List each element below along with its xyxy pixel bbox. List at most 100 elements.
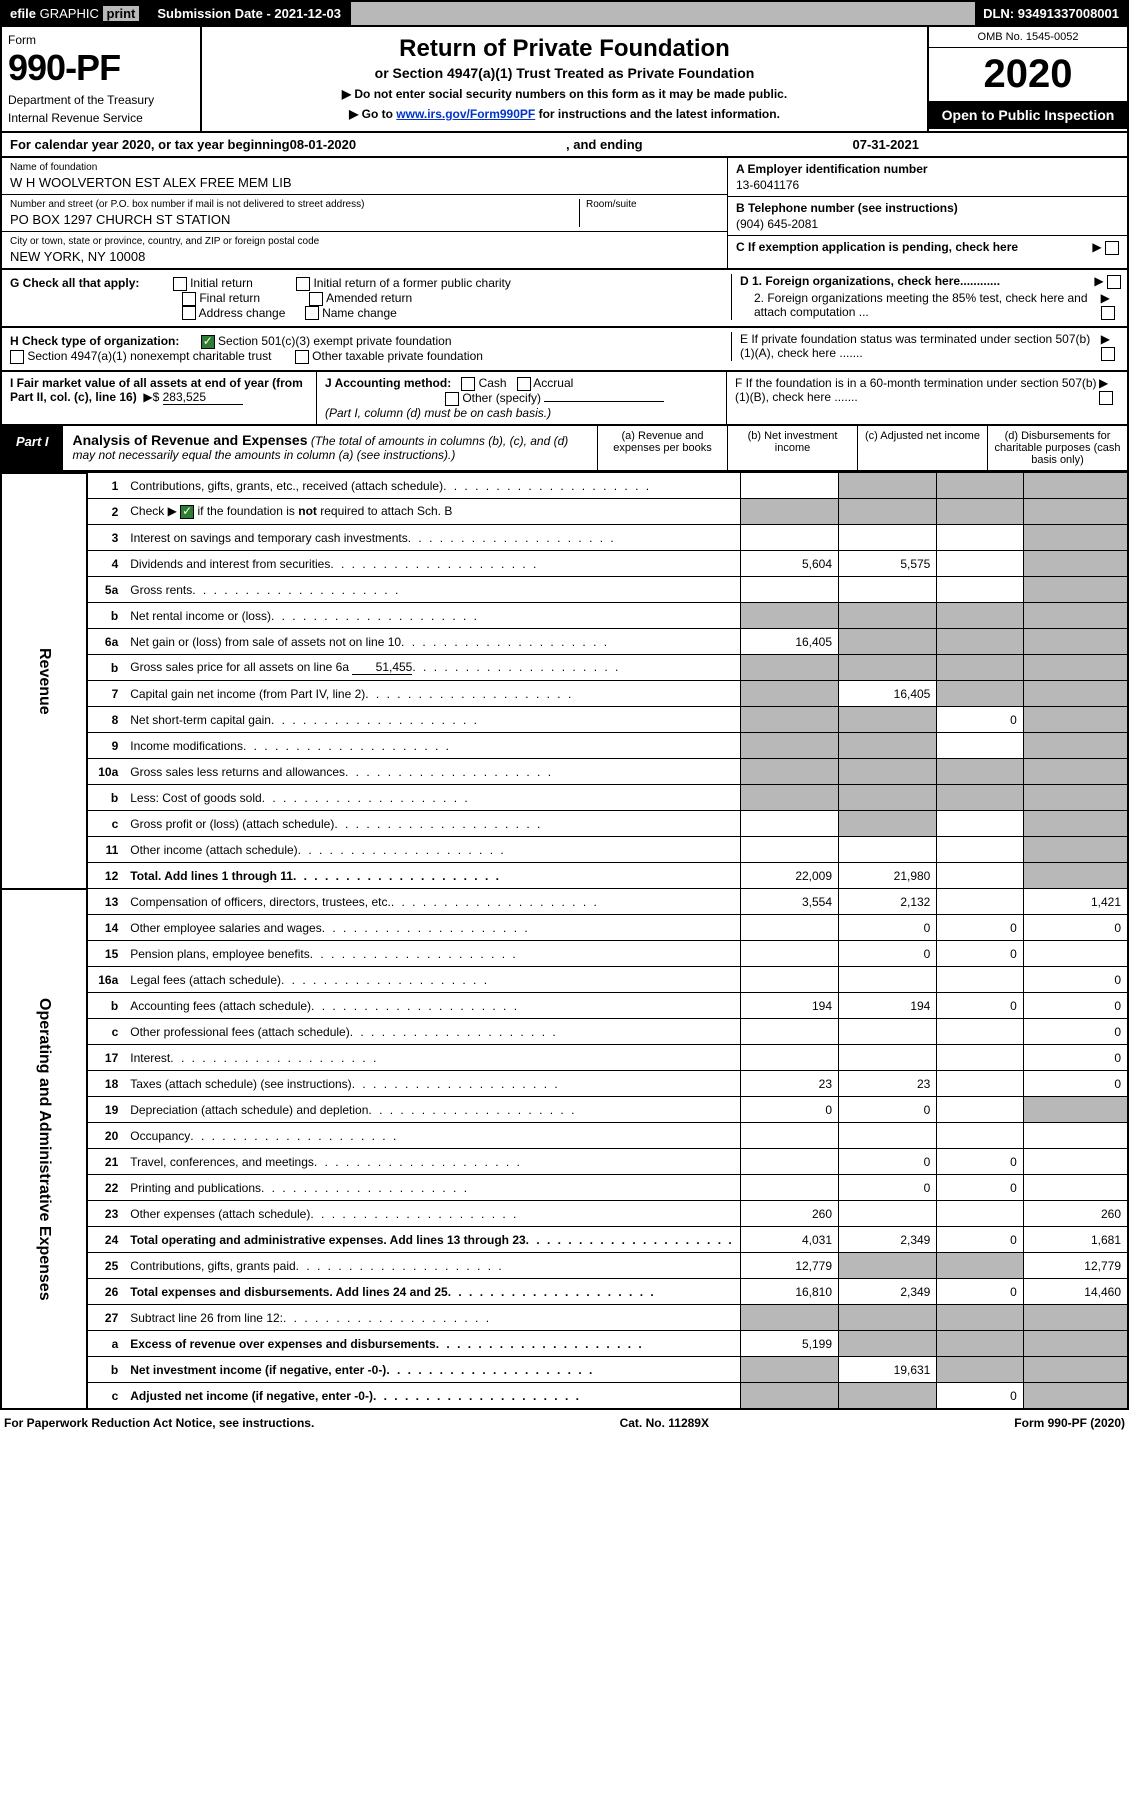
line-number: 26 [87,1279,124,1305]
line-number: 21 [87,1149,124,1175]
table-row: bNet investment income (if negative, ent… [1,1357,1128,1383]
cell-a [740,837,838,863]
line-label: Interest . . . . . . . . . . . . . . . .… [124,1045,740,1071]
line-label: Contributions, gifts, grants, etc., rece… [124,473,740,499]
line-number: 1 [87,473,124,499]
amended-return-checkbox[interactable] [309,292,323,306]
line-label: Depreciation (attach schedule) and deple… [124,1097,740,1123]
final-return-checkbox[interactable] [182,292,196,306]
paperwork-notice: For Paperwork Reduction Act Notice, see … [4,1416,314,1430]
initial-return-checkbox[interactable] [173,277,187,291]
table-row: 25Contributions, gifts, grants paid . . … [1,1253,1128,1279]
line-number: b [87,655,124,681]
table-row: 23Other expenses (attach schedule) . . .… [1,1201,1128,1227]
table-row: cOther professional fees (attach schedul… [1,1019,1128,1045]
cell-a [740,577,838,603]
table-row: bNet rental income or (loss) . . . . . .… [1,603,1128,629]
line-label: Contributions, gifts, grants paid . . . … [124,1253,740,1279]
line-label: Other professional fees (attach schedule… [124,1019,740,1045]
line-label: Total expenses and disbursements. Add li… [124,1279,740,1305]
room-label: Room/suite [586,199,719,210]
line-label: Excess of revenue over expenses and disb… [124,1331,740,1357]
section-g: G Check all that apply: Initial return I… [0,270,1129,328]
other-taxable-checkbox[interactable] [295,350,309,364]
line-number: 20 [87,1123,124,1149]
line-label: Gross sales price for all assets on line… [124,655,740,681]
cell-d [1023,1331,1128,1357]
cell-c [937,525,1024,551]
line-number: 9 [87,733,124,759]
accrual-method-checkbox[interactable] [517,377,531,391]
name-change-checkbox[interactable] [305,306,319,320]
col-b-header: (b) Net investment income [727,426,857,470]
line-number: 15 [87,941,124,967]
line-number: 13 [87,889,124,915]
cell-b [839,603,937,629]
501c3-checkbox[interactable] [201,335,215,349]
cell-a [740,473,838,499]
line-label: Taxes (attach schedule) (see instruction… [124,1071,740,1097]
line-number: c [87,1383,124,1409]
line-label: Interest on savings and temporary cash i… [124,525,740,551]
cell-a [740,1019,838,1045]
cell-d: 1,421 [1023,889,1128,915]
table-row: 14Other employee salaries and wages . . … [1,915,1128,941]
cash-method-checkbox[interactable] [461,377,475,391]
table-row: 4Dividends and interest from securities … [1,551,1128,577]
cell-b: 0 [839,1175,937,1201]
status-terminated-checkbox[interactable] [1101,347,1115,361]
cell-b: 0 [839,1149,937,1175]
cell-b [839,1305,937,1331]
line-label: Other employee salaries and wages . . . … [124,915,740,941]
cell-a: 0 [740,1097,838,1123]
60-month-termination-checkbox[interactable] [1099,391,1113,405]
former-public-charity-checkbox[interactable] [296,277,310,291]
cell-b [839,525,937,551]
cell-c [937,473,1024,499]
other-method-checkbox[interactable] [445,392,459,406]
cell-a [740,941,838,967]
cell-c: 0 [937,1227,1024,1253]
cell-d [1023,863,1128,889]
sch-b-checkbox[interactable] [180,505,194,519]
form990pf-link[interactable]: www.irs.gov/Form990PF [396,107,535,121]
table-row: 18Taxes (attach schedule) (see instructi… [1,1071,1128,1097]
cell-b [839,1253,937,1279]
cell-d [1023,1357,1128,1383]
cell-a [740,1305,838,1331]
cell-c [937,1123,1024,1149]
address: PO BOX 1297 CHURCH ST STATION [10,212,579,227]
cell-c [937,1019,1024,1045]
cell-d [1023,551,1128,577]
line-number: 6a [87,629,124,655]
city-label: City or town, state or province, country… [10,236,719,247]
cell-d [1023,785,1128,811]
cell-d: 0 [1023,1045,1128,1071]
line-label: Less: Cost of goods sold . . . . . . . .… [124,785,740,811]
cell-c [937,1071,1024,1097]
cell-b [839,785,937,811]
4947a1-checkbox[interactable] [10,350,24,364]
cell-a [740,915,838,941]
cell-c: 0 [937,707,1024,733]
exemption-pending-checkbox[interactable] [1105,241,1119,255]
dept-treasury: Department of the Treasury [8,93,194,107]
dept-irs: Internal Revenue Service [8,111,194,125]
part1-title: Analysis of Revenue and Expenses [73,432,308,448]
cell-b: 23 [839,1071,937,1097]
foreign-org-checkbox[interactable] [1107,275,1121,289]
cell-a [740,655,838,681]
cell-d [1023,733,1128,759]
address-change-checkbox[interactable] [182,306,196,320]
cell-c: 0 [937,1279,1024,1305]
cell-b: 0 [839,941,937,967]
form-label: Form [8,33,194,47]
foreign-85pct-checkbox[interactable] [1101,306,1115,320]
line-label: Gross rents . . . . . . . . . . . . . . … [124,577,740,603]
cell-d: 1,681 [1023,1227,1128,1253]
line-number: 19 [87,1097,124,1123]
cell-d [1023,707,1128,733]
line-label: Gross profit or (loss) (attach schedule)… [124,811,740,837]
address-label: Number and street (or P.O. box number if… [10,199,579,210]
cell-d [1023,1175,1128,1201]
